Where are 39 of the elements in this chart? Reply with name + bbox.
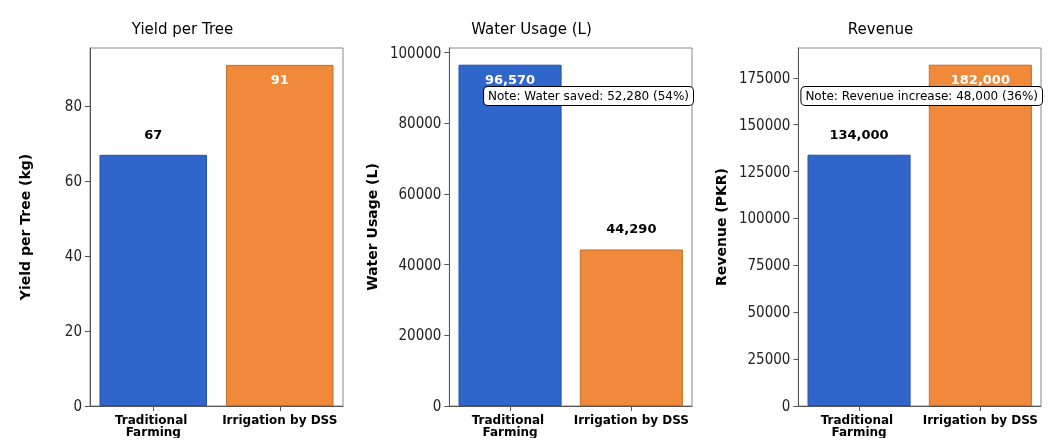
chart-title: Water Usage (L) bbox=[471, 19, 592, 38]
y-tick-label: 60 bbox=[64, 172, 82, 191]
y-tick-label: 20 bbox=[64, 322, 82, 341]
y-axis-title: Water Usage (L) bbox=[364, 163, 380, 291]
data-label: 67 bbox=[144, 126, 163, 142]
x-tick-label: Irrigation by DSS bbox=[222, 413, 338, 427]
y-tick-label: 0 bbox=[781, 397, 791, 415]
x-tick-label: Irrigation by DSS bbox=[922, 413, 1038, 427]
chart-title: Yield per Tree bbox=[130, 19, 234, 38]
chart-title: Revenue bbox=[847, 19, 914, 38]
y-tick-label: 175000 bbox=[738, 68, 791, 87]
y-tick-label: 40000 bbox=[398, 255, 442, 274]
x-tick-label: Traditional Farming bbox=[114, 413, 192, 439]
y-tick-label: 0 bbox=[432, 397, 442, 415]
y-tick-label: 150000 bbox=[738, 115, 791, 134]
y-tick-label: 75000 bbox=[747, 256, 791, 275]
data-label: 182,000 bbox=[950, 71, 1010, 87]
data-label: 44,290 bbox=[606, 221, 657, 237]
data-label: 134,000 bbox=[829, 126, 889, 142]
y-tick-label: 50000 bbox=[747, 303, 791, 322]
y-tick-label: 100000 bbox=[389, 43, 442, 62]
data-label: 91 bbox=[270, 71, 289, 87]
annotation: Note: Water saved: 52,280 (54%) bbox=[488, 89, 689, 103]
annotation: Note: Revenue increase: 48,000 (36%) bbox=[805, 89, 1039, 103]
y-tick-label: 20000 bbox=[398, 326, 442, 345]
y-tick-label: 0 bbox=[73, 397, 82, 415]
y-axis-title: Yield per Tree (kg) bbox=[17, 153, 33, 302]
y-tick-label: 40 bbox=[64, 247, 82, 266]
x-tick-label: Traditional Farming bbox=[820, 413, 898, 439]
y-tick-label: 80 bbox=[64, 97, 82, 116]
x-tick-label: Traditional Farming bbox=[471, 413, 549, 439]
y-tick-label: 60000 bbox=[398, 184, 442, 203]
data-label: 96,570 bbox=[484, 71, 536, 87]
y-tick-label: 125000 bbox=[738, 162, 791, 181]
x-tick-label: Irrigation by DSS bbox=[573, 413, 689, 427]
y-tick-label: 80000 bbox=[398, 114, 442, 133]
y-tick-label: 100000 bbox=[738, 209, 791, 228]
y-tick-label: 25000 bbox=[747, 350, 791, 369]
y-axis-title: Revenue (PKR) bbox=[713, 168, 729, 286]
